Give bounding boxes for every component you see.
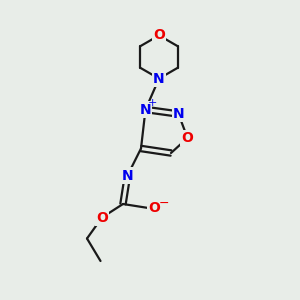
Text: O: O xyxy=(148,202,160,215)
Text: +: + xyxy=(147,98,157,108)
Text: O: O xyxy=(96,211,108,224)
Text: −: − xyxy=(159,196,169,210)
Text: O: O xyxy=(153,28,165,42)
Text: N: N xyxy=(122,169,133,182)
Text: N: N xyxy=(153,72,165,86)
Text: N: N xyxy=(173,107,184,121)
Text: O: O xyxy=(182,131,194,145)
Text: N: N xyxy=(140,103,151,116)
